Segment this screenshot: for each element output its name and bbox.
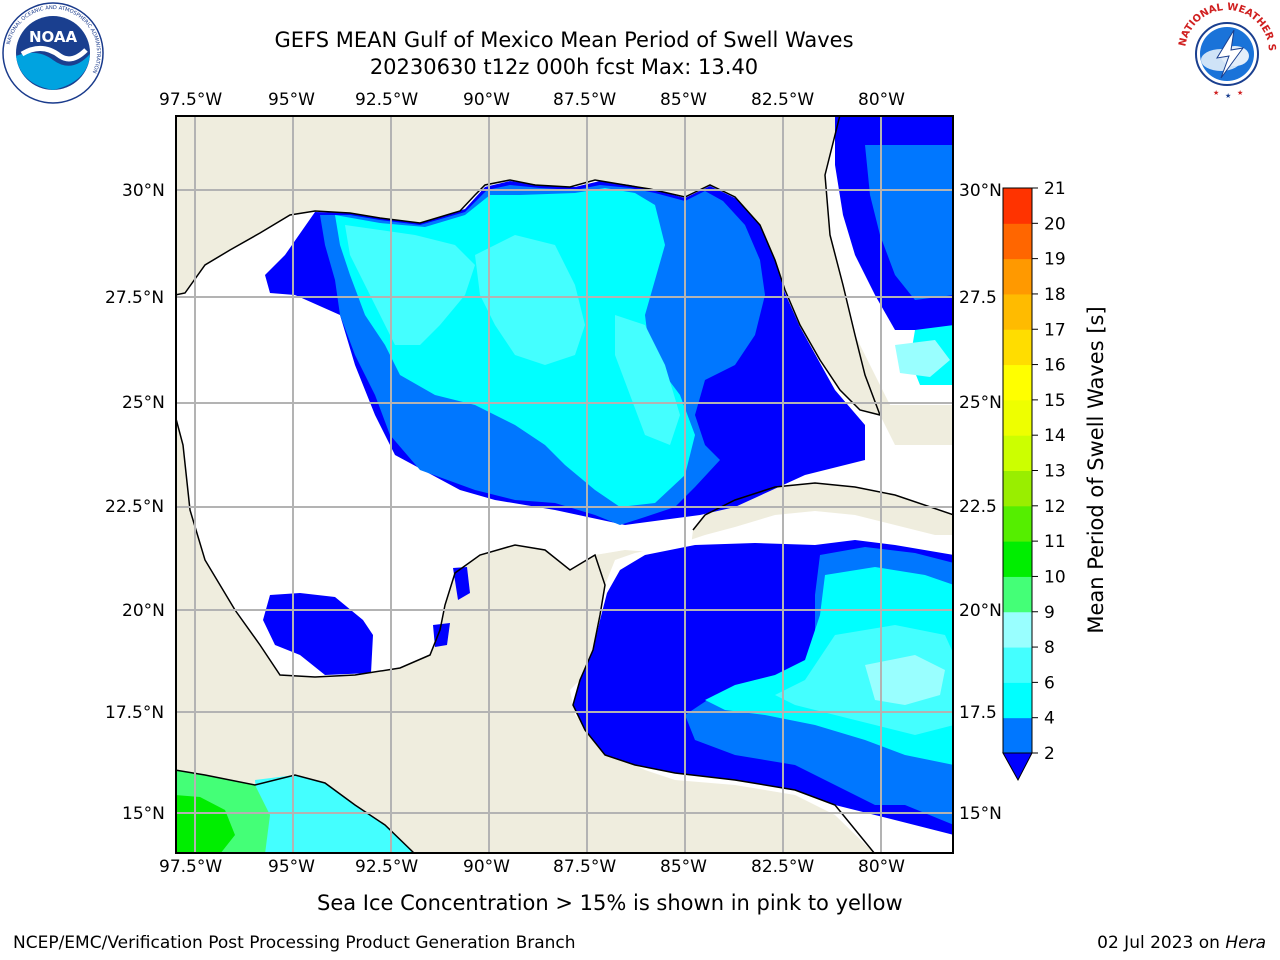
colorbar-tick-label: 2 — [1044, 744, 1055, 764]
lat-tick-label: 30°N — [122, 181, 165, 201]
footer-date: 02 Jul 2023 on — [1097, 933, 1220, 953]
lon-tick-label: 92.5°W — [355, 90, 419, 110]
graticule — [175, 115, 954, 854]
lon-tick-label: 80°W — [858, 90, 905, 110]
colorbar-tick-label: 18 — [1044, 285, 1066, 305]
colorbar-band — [1003, 188, 1032, 224]
lon-tick-label: 85°W — [660, 857, 707, 877]
colorbar-band — [1003, 258, 1032, 295]
colorbar-band — [1003, 470, 1032, 507]
colorbar-tick-label: 9 — [1044, 603, 1055, 623]
lon-tick-label: 85°W — [660, 90, 707, 110]
colorbar-band — [1003, 682, 1032, 719]
footer-credit: NCEP/EMC/Verification Post Processing Pr… — [13, 933, 576, 953]
lat-tick-label: 22.5°N — [105, 497, 165, 517]
sea-ice-note: Sea Ice Concentration > 15% is shown in … — [317, 891, 903, 915]
colorbar-tick-label: 20 — [1044, 214, 1066, 234]
lon-tick-label: 82.5°W — [751, 857, 815, 877]
colorbar-band — [1003, 223, 1032, 260]
colorbar-tick-label: 4 — [1044, 709, 1055, 729]
lat-tick-label: 27.5°N — [105, 288, 165, 308]
colorbar-band — [1003, 541, 1032, 577]
colorbar-band — [1003, 329, 1032, 366]
lat-tick-label: 15°N — [959, 804, 1002, 824]
colorbar-label: Mean Period of Swell Waves [s] — [1084, 306, 1108, 634]
footer-machine: Hera — [1225, 933, 1266, 953]
colorbar-under-arrow — [1002, 752, 1033, 782]
colorbar-band — [1003, 717, 1032, 754]
lat-tick-label: 22.5 — [959, 497, 997, 517]
lon-tick-label: 90°W — [463, 857, 510, 877]
colorbar-tick-label: 15 — [1044, 391, 1066, 411]
lat-tick-label: 27.5 — [959, 288, 997, 308]
footer-timestamp: 02 Jul 2023 on Hera — [1097, 933, 1266, 953]
lon-tick-label: 87.5°W — [553, 90, 617, 110]
coastline — [175, 115, 954, 854]
lon-tick-label: 82.5°W — [751, 90, 815, 110]
colorbar-tick-label: 6 — [1044, 673, 1055, 693]
colorbar-band — [1003, 505, 1032, 542]
lat-tick-label: 25°N — [959, 393, 1002, 413]
map-frame — [175, 115, 954, 854]
colorbar-tick-label: 17 — [1044, 320, 1066, 340]
colorbar-tick-label: 8 — [1044, 638, 1055, 658]
colorbar-bands — [1003, 188, 1032, 754]
colorbar-tick-label: 12 — [1044, 497, 1066, 517]
colorbar-tick-label: 14 — [1044, 426, 1066, 446]
colorbar-tick-label: 13 — [1044, 462, 1066, 482]
map-subtitle: 20230630 t12z 000h fcst Max: 13.40 — [369, 55, 759, 79]
colorbar-band — [1003, 435, 1032, 471]
colorbar: 2 4 6 8 9 10 11 12 13 14 15 16 17 18 19 20 21 — [1002, 180, 1066, 782]
lat-tick-label: 25°N — [122, 393, 165, 413]
lon-tick-label: 87.5°W — [553, 857, 617, 877]
svg-text:★: ★ — [1237, 89, 1243, 97]
lon-tick-label: 92.5°W — [355, 857, 419, 877]
swell-period-6-8s — [345, 225, 954, 735]
colorbar-band — [1003, 576, 1032, 613]
nws-logo: NATIONAL WEATHER SERVICE ★ ★ ★ — [1177, 2, 1277, 101]
pacific-swell-fill — [175, 770, 415, 854]
colorbar-band — [1003, 399, 1032, 436]
colorbar-band — [1003, 647, 1032, 683]
svg-text:★: ★ — [1225, 92, 1231, 100]
lon-tick-label: 95°W — [268, 857, 315, 877]
map-title: GEFS MEAN Gulf of Mexico Mean Period of … — [274, 28, 854, 52]
lat-tick-label: 15°N — [122, 804, 165, 824]
lon-tick-label: 95°W — [268, 90, 315, 110]
lon-tick-label: 97.5°W — [159, 857, 223, 877]
lon-tick-label: 97.5°W — [159, 90, 223, 110]
colorbar-band — [1003, 364, 1032, 401]
colorbar-ticks: 2 4 6 8 9 10 11 12 13 14 15 16 17 18 19 20 21 — [1032, 180, 1066, 764]
lat-tick-label: 17.5 — [959, 703, 997, 723]
lon-tick-label: 80°W — [858, 857, 905, 877]
lat-tick-label: 20°N — [122, 601, 165, 621]
colorbar-tick-label: 19 — [1044, 250, 1066, 270]
svg-text:★: ★ — [1213, 89, 1219, 97]
lon-tick-label: 90°W — [463, 90, 510, 110]
colorbar-band — [1003, 293, 1032, 330]
lat-tick-label: 30°N — [959, 181, 1002, 201]
map-panel — [175, 115, 954, 854]
colorbar-tick-label: 21 — [1044, 180, 1066, 199]
colorbar-tick-label: 16 — [1044, 356, 1066, 376]
noaa-logo-text: NOAA — [29, 28, 78, 46]
lat-tick-label: 20°N — [959, 601, 1002, 621]
colorbar-tick-label: 10 — [1044, 567, 1066, 587]
lat-tick-label: 17.5°N — [105, 703, 165, 723]
swell-period-8-9s — [865, 340, 950, 705]
colorbar-band — [1003, 611, 1032, 648]
noaa-logo: NATIONAL OCEANIC AND ATMOSPHERIC ADMINIS… — [2, 2, 104, 104]
colorbar-tick-label: 11 — [1044, 532, 1066, 552]
